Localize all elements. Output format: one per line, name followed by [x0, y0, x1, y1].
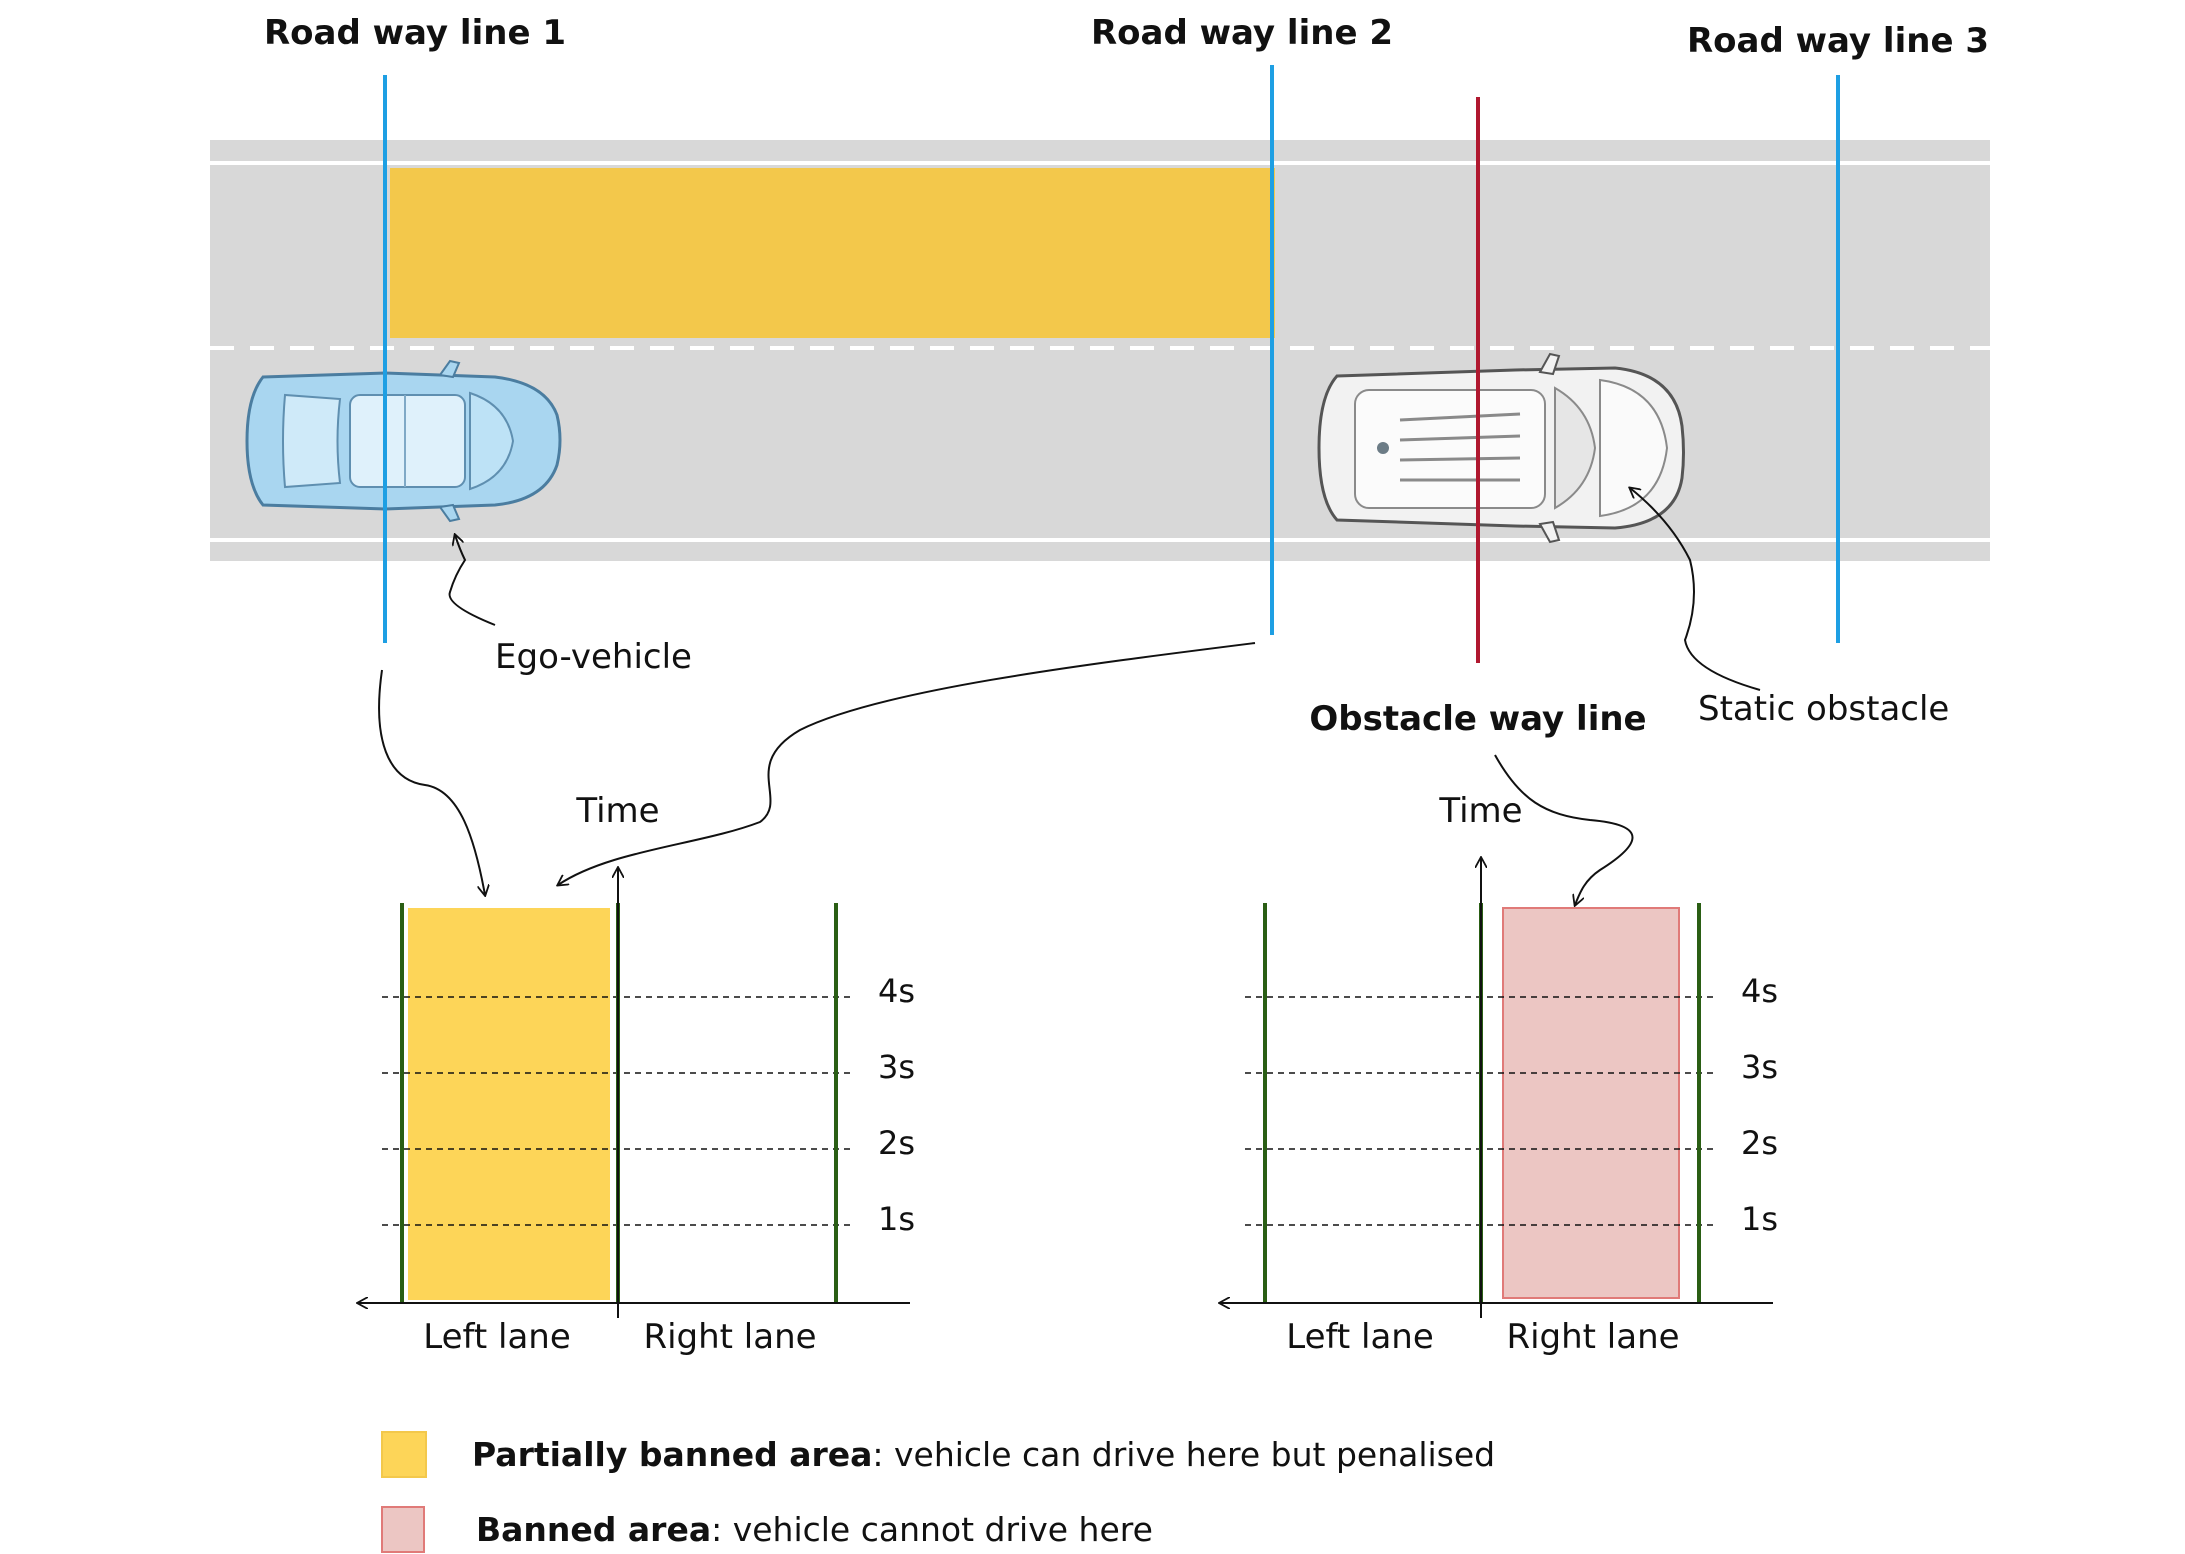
- tick-label-2s: 2s: [1741, 1124, 1778, 1162]
- legend-swatch-partially-banned: [381, 1431, 427, 1478]
- ego-vehicle: [245, 359, 562, 523]
- tick-label-1s: 1s: [878, 1200, 915, 1238]
- time-axis-label: Time: [1438, 791, 1522, 831]
- time-lane-chart-2: Time 4s 3s 2s 1s Left lane Right lane: [1220, 791, 1778, 1357]
- time-lane-chart-1: Time 4s 3s 2s 1s Left lane Right lane: [358, 791, 915, 1357]
- ego-vehicle-callout-arrow: [448, 535, 496, 626]
- obstacle-line-to-chart-arrow: [1494, 754, 1634, 905]
- tick-label-3s: 3s: [1741, 1048, 1778, 1086]
- right-lane-label: Right lane: [643, 1317, 816, 1357]
- static-obstacle-callout-arrow: [1630, 488, 1761, 691]
- legend-item-banned: Banned area: vehicle cannot drive here: [476, 1510, 1153, 1549]
- right-lane-label: Right lane: [1506, 1317, 1679, 1357]
- left-lane-label: Left lane: [423, 1317, 571, 1357]
- tick-label-2s: 2s: [878, 1124, 915, 1162]
- banned-area-chart: [1502, 907, 1680, 1299]
- legend: Partially banned area: vehicle can drive…: [381, 1431, 1495, 1553]
- tick-label-1s: 1s: [1741, 1200, 1778, 1238]
- tick-label-4s: 4s: [878, 972, 915, 1010]
- car-icon: [245, 359, 562, 523]
- legend-description-banned: : vehicle cannot drive here: [711, 1510, 1153, 1549]
- road-way-line-3-label: Road way line 3: [1687, 21, 1989, 61]
- partially-banned-area-road: [390, 168, 1275, 338]
- tick-label-3s: 3s: [878, 1048, 915, 1086]
- static-obstacle-vehicle: [1317, 352, 1685, 544]
- time-axis-label: Time: [575, 791, 659, 831]
- legend-term-banned: Banned area: [476, 1510, 711, 1549]
- road-way-line-1-label: Road way line 1: [264, 13, 566, 53]
- legend-item-partially-banned: Partially banned area: vehicle can drive…: [472, 1435, 1495, 1474]
- way-line-1-to-chart-arrow: [378, 669, 485, 895]
- obstacle-way-line-label: Obstacle way line: [1309, 699, 1646, 739]
- static-obstacle-label: Static obstacle: [1698, 689, 1949, 729]
- partially-banned-area-chart: [408, 908, 610, 1300]
- legend-swatch-banned: [381, 1506, 425, 1553]
- suv-icon: [1317, 352, 1685, 544]
- left-lane-label: Left lane: [1286, 1317, 1434, 1357]
- tick-label-4s: 4s: [1741, 972, 1778, 1010]
- road-way-line-2-label: Road way line 2: [1091, 13, 1393, 53]
- way-line-2-to-chart-arrow: [558, 642, 1256, 885]
- legend-term-partially-banned: Partially banned area: [472, 1435, 872, 1474]
- legend-description-partially-banned: : vehicle can drive here but penalised: [872, 1435, 1495, 1474]
- ego-vehicle-label: Ego-vehicle: [495, 637, 692, 677]
